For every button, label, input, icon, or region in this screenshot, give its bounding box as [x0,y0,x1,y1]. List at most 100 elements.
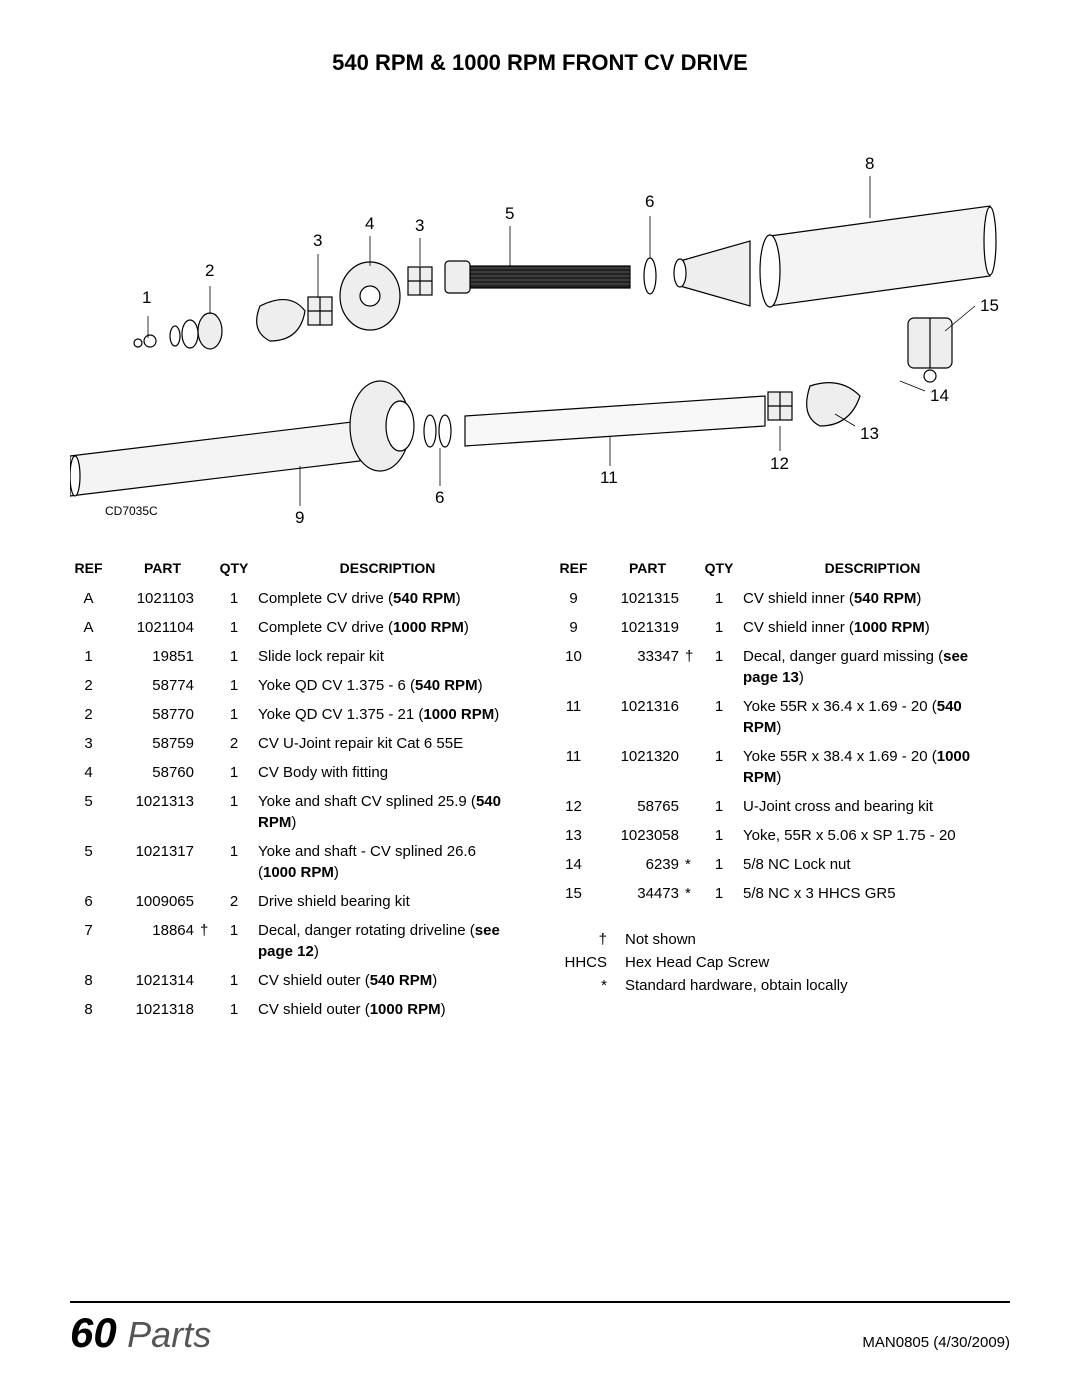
cell-desc: Yoke QD CV 1.375 - 21 (1000 RPM) [258,700,525,729]
cell-qty: 1 [703,850,743,879]
th-ref: REF [555,556,600,584]
cell-qty: 1 [703,879,743,908]
cell-symbol: † [200,916,218,966]
cell-symbol [200,787,218,837]
callout-13: 13 [860,424,879,444]
cell-desc: 5/8 NC Lock nut [743,850,1010,879]
parts-tables: REF PART QTY DESCRIPTION A10211031Comple… [70,556,1010,1024]
cell-ref: 2 [70,700,115,729]
cell-symbol [200,729,218,758]
note-row: HHCSHex Head Cap Screw [555,951,1010,974]
cell-part: 1021320 [600,742,685,792]
cell-symbol [200,642,218,671]
th-qty: QTY [218,556,258,584]
cell-ref: 6 [70,887,115,916]
cell-desc: CV shield inner (540 RPM) [743,584,1010,613]
note-row: *Standard hardware, obtain locally [555,974,1010,997]
cell-symbol [200,966,218,995]
table-row: 61009065 2Drive shield bearing kit [70,887,525,916]
cell-ref: 15 [555,879,600,908]
cell-part: 58774 [115,671,200,700]
cell-symbol [685,742,703,792]
cell-qty: 1 [218,671,258,700]
th-desc: DESCRIPTION [258,556,525,584]
cell-desc: CV U-Joint repair kit Cat 6 55E [258,729,525,758]
cell-part: 1021314 [115,966,200,995]
cell-symbol: * [685,850,703,879]
cell-ref: 8 [70,995,115,1024]
cell-symbol [685,692,703,742]
page-title: 540 RPM & 1000 RPM FRONT CV DRIVE [70,50,1010,76]
cell-qty: 2 [218,887,258,916]
cell-qty: 1 [218,837,258,887]
table-row: 258774 1Yoke QD CV 1.375 - 6 (540 RPM) [70,671,525,700]
page-number: 60 [70,1309,117,1356]
cell-symbol [200,887,218,916]
cell-desc: Yoke QD CV 1.375 - 6 (540 RPM) [258,671,525,700]
cell-symbol: † [685,642,703,692]
cell-symbol: * [685,879,703,908]
callout-6a: 6 [645,192,654,212]
cell-symbol [200,584,218,613]
table-row: 810213141CV shield outer (540 RPM) [70,966,525,995]
cell-desc: Yoke and shaft - CV splined 26.6 (1000 R… [258,837,525,887]
callout-5: 5 [505,204,514,224]
parts-table-right: REF PART QTY DESCRIPTION 910213151CV shi… [555,556,1010,1024]
cell-part: 1021313 [115,787,200,837]
diagram-id: CD7035C [105,504,158,518]
cell-part: 1021316 [600,692,685,742]
table-row: 146239*15/8 NC Lock nut [555,850,1010,879]
table-row: 910213191CV shield inner (1000 RPM) [555,613,1010,642]
cell-ref: 2 [70,671,115,700]
cell-symbol [200,671,218,700]
cell-desc: Yoke 55R x 36.4 x 1.69 - 20 (540 RPM) [743,692,1010,742]
callout-12: 12 [770,454,789,474]
table-row: 910213151CV shield inner (540 RPM) [555,584,1010,613]
cell-part: 1021104 [115,613,200,642]
cell-qty: 1 [218,995,258,1024]
cell-qty: 1 [703,613,743,642]
cell-qty: 1 [703,642,743,692]
callout-2: 2 [205,261,214,281]
cell-ref: 9 [555,613,600,642]
cell-desc: Complete CV drive (1000 RPM) [258,613,525,642]
cell-ref: 10 [555,642,600,692]
cell-desc: 5/8 NC x 3 HHCS GR5 [743,879,1010,908]
cell-ref: 14 [555,850,600,879]
cell-part: 58759 [115,729,200,758]
cell-ref: 11 [555,742,600,792]
table-row: 2587701Yoke QD CV 1.375 - 21 (1000 RPM) [70,700,525,729]
cell-part: 1021318 [115,995,200,1024]
cell-qty: 2 [218,729,258,758]
cell-part: 18864 [115,916,200,966]
callout-8: 8 [865,154,874,174]
cell-qty: 1 [703,742,743,792]
cell-qty: 1 [703,692,743,742]
callout-9: 9 [295,508,304,528]
callout-1: 1 [142,288,151,308]
cell-desc: Slide lock repair kit [258,642,525,671]
cell-part: 1023058 [600,821,685,850]
cell-part: 58760 [115,758,200,787]
cell-symbol [685,792,703,821]
callout-6b: 6 [435,488,444,508]
cell-qty: 1 [218,613,258,642]
cell-qty: 1 [218,916,258,966]
cell-qty: 1 [218,700,258,729]
table-row: A10211041Complete CV drive (1000 RPM) [70,613,525,642]
cell-desc: Drive shield bearing kit [258,887,525,916]
th-ref: REF [70,556,115,584]
cell-part: 34473 [600,879,685,908]
cell-part: 19851 [115,642,200,671]
notes-block: †Not shownHHCSHex Head Cap Screw*Standar… [555,928,1010,997]
cell-part: 1021317 [115,837,200,887]
cell-qty: 1 [703,584,743,613]
table-row: 1534473*15/8 NC x 3 HHCS GR5 [555,879,1010,908]
cell-symbol [200,700,218,729]
cell-qty: 1 [218,787,258,837]
cell-ref: 3 [70,729,115,758]
table-row: A10211031Complete CV drive (540 RPM) [70,584,525,613]
cell-ref: 8 [70,966,115,995]
cell-ref: 4 [70,758,115,787]
cell-part: 1009065 [115,887,200,916]
